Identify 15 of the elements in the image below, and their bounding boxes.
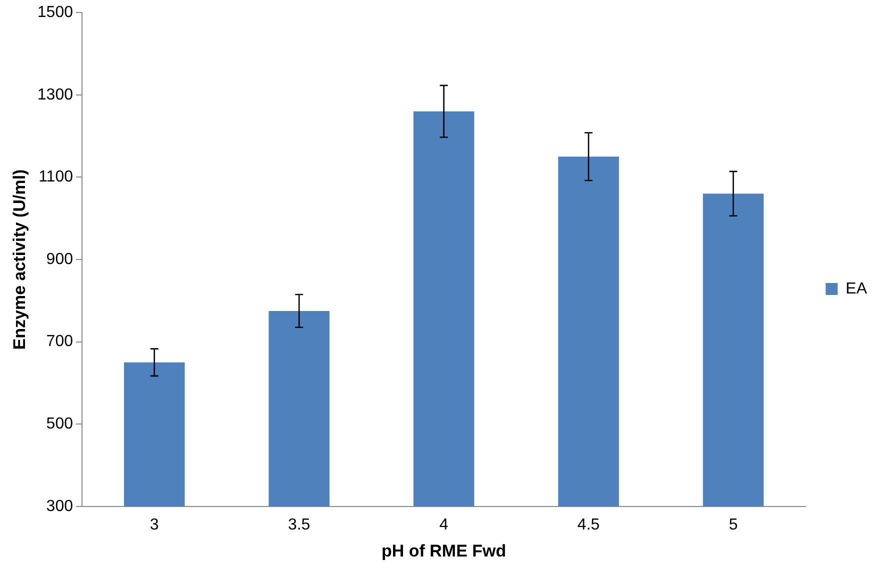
y-tick-label: 300 — [46, 498, 74, 515]
x-axis-title: pH of RME Fwd — [381, 541, 506, 560]
y-tick-label: 1500 — [37, 4, 74, 22]
x-tick-label: 5 — [728, 516, 738, 534]
x-tick-label: 4 — [439, 516, 448, 534]
legend-label: EA — [846, 280, 868, 298]
x-tick-label: 3 — [150, 516, 159, 534]
y-tick-label: 900 — [46, 250, 74, 268]
x-tick-label: 3.5 — [288, 516, 310, 534]
y-tick-label: 500 — [46, 416, 74, 433]
y-tick-label: 1300 — [37, 86, 74, 104]
x-tick-label: 4.5 — [577, 516, 600, 534]
y-tick-label: 1100 — [38, 168, 74, 186]
y-axis-title: Enzyme activity (U/ml) — [10, 169, 29, 350]
y-tick-label: 700 — [46, 333, 74, 350]
